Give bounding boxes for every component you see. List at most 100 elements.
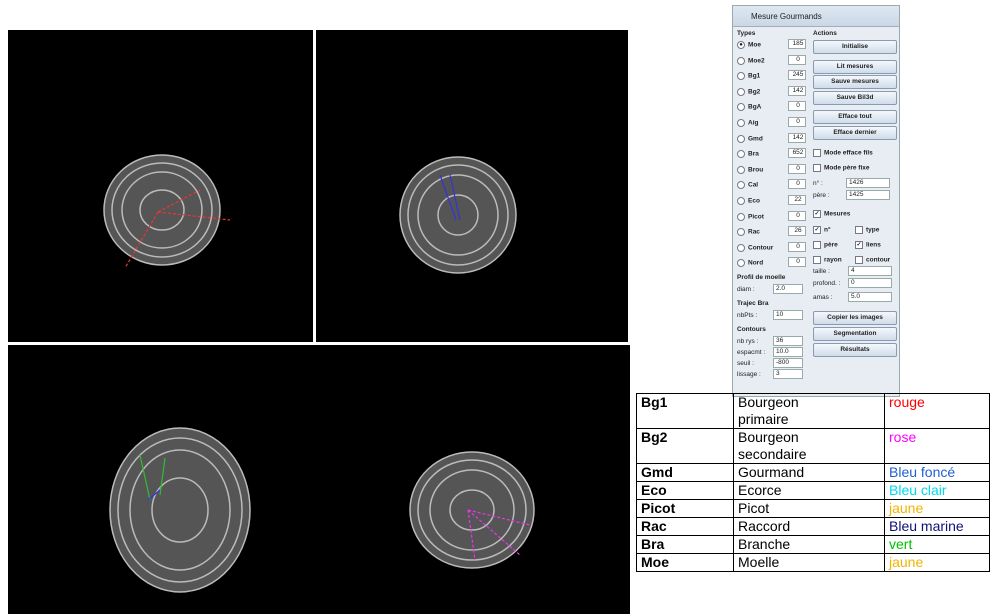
cell-color_name: Bleu foncé — [884, 463, 990, 482]
cell-color_name: jaune — [884, 553, 990, 572]
param-field: 4 — [848, 266, 892, 276]
cell-name: Ecorce — [733, 481, 885, 500]
label: contour — [866, 256, 891, 264]
type-count: 0 — [788, 54, 806, 65]
cell-text: Gourmand — [738, 464, 805, 480]
option-checkbox[interactable]: père — [813, 241, 838, 249]
type-radio[interactable]: Cal — [737, 181, 759, 190]
dialog-title: Mesure Gourmands — [751, 12, 822, 21]
bottom-button[interactable]: Copier les images — [813, 311, 897, 325]
action-button[interactable]: Sauve Bil3d — [813, 91, 897, 105]
action-button[interactable]: Efface dernier — [813, 126, 897, 140]
cell-text: rose — [889, 429, 917, 445]
section-title: Contours — [737, 326, 766, 333]
cell-text: jaune — [889, 554, 924, 570]
cell-color_name: rouge — [884, 393, 990, 429]
bottom-button[interactable]: Segmentation — [813, 327, 897, 341]
cell-text: jaune — [889, 500, 924, 516]
label: Nord — [748, 260, 764, 268]
type-radio[interactable]: Moe2 — [737, 56, 765, 65]
type-radio[interactable]: Bg1 — [737, 72, 761, 81]
field-value: 36 — [773, 336, 803, 346]
label: Mode père fixe — [824, 164, 870, 172]
type-radio[interactable]: Bg2 — [737, 87, 761, 96]
label: Bg1 — [748, 72, 761, 80]
cell-code: Moe — [636, 553, 734, 572]
mode-checkbox[interactable]: Mode efface fils — [813, 149, 873, 157]
type-radio[interactable]: Picot — [737, 212, 764, 221]
option-checkbox[interactable]: ✓ n° — [813, 226, 831, 234]
label: Cal — [748, 182, 759, 190]
label: BgA — [748, 104, 762, 112]
cell-text: Rac — [641, 518, 667, 534]
field-label: lissage : — [737, 371, 761, 378]
field-value: 2.0 — [773, 284, 803, 294]
cell-text: Branche — [738, 536, 791, 552]
field-value: 10 — [773, 310, 803, 320]
section-title: Trajec Bra — [737, 300, 769, 307]
label: père — [824, 241, 838, 249]
label: Gmd — [748, 135, 763, 143]
label: liens — [866, 241, 881, 249]
field-label: nb rys : — [737, 338, 759, 345]
cell-code: Picot — [636, 499, 734, 518]
field-label: nbPts : — [737, 312, 758, 319]
mode-checkbox[interactable]: Mode père fixe — [813, 164, 870, 172]
option-checkbox[interactable]: type — [855, 226, 879, 234]
cell-text: vert — [889, 536, 913, 552]
type-count: 142 — [788, 85, 806, 96]
cell-name: Branche — [733, 535, 885, 554]
type-count: 0 — [788, 179, 806, 190]
cell-text: Picot — [738, 500, 770, 516]
field-label: espacmt : — [737, 349, 766, 356]
cell-color_name: Bleu marine — [884, 517, 990, 536]
label: rayon — [824, 256, 842, 264]
cell-text: Bg1 — [641, 394, 668, 410]
table-row: Bg1 Bourgeon primaire rouge — [636, 393, 990, 429]
type-radio[interactable]: Gmd — [737, 134, 763, 143]
bottom-button[interactable]: Résultats — [813, 343, 897, 357]
action-button[interactable]: Lit mesures — [813, 60, 897, 74]
id-field: 1425 — [846, 190, 890, 200]
label: Picot — [748, 213, 764, 221]
cell-text: Picot — [641, 500, 676, 516]
type-radio[interactable]: Brou — [737, 165, 764, 174]
type-radio[interactable]: Rac — [737, 228, 760, 237]
id-label: n° : — [813, 180, 823, 187]
type-radio[interactable]: Bra — [737, 150, 759, 159]
table-row: Eco Ecorce Bleu clair — [636, 481, 990, 500]
action-button[interactable]: Sauve mesures — [813, 75, 897, 89]
type-count: 0 — [788, 257, 806, 268]
cell-text: Bg2 — [641, 429, 668, 445]
cell-code: Gmd — [636, 463, 734, 482]
cell-text: Ecorce — [738, 482, 782, 498]
option-checkbox[interactable]: ✓ liens — [855, 241, 881, 249]
type-radio[interactable]: Nord — [737, 259, 764, 268]
table-row: Picot Picot jaune — [636, 499, 990, 518]
option-checkbox[interactable]: contour — [855, 256, 890, 264]
action-button[interactable]: Efface tout — [813, 110, 897, 124]
cell-text: Bleu clair — [889, 482, 947, 498]
type-radio[interactable]: Aig — [737, 119, 758, 127]
cell-color_name: Bleu clair — [884, 481, 990, 500]
type-radio[interactable]: ● Moe — [737, 41, 761, 49]
label: Bra — [748, 150, 759, 158]
field-value: 3 — [773, 369, 803, 379]
cell-color_name: jaune — [884, 499, 990, 518]
label: n° — [824, 226, 831, 234]
option-checkbox[interactable]: rayon — [813, 256, 842, 264]
type-radio[interactable]: BgA — [737, 103, 762, 112]
type-radio[interactable]: Eco — [737, 197, 760, 205]
type-count: 185 — [788, 39, 806, 49]
label: Brou — [748, 166, 764, 174]
mesures-checkbox[interactable]: ✓ Mesures — [813, 210, 851, 218]
field-label: seuil : — [737, 360, 754, 367]
cell-text: Eco — [641, 482, 667, 498]
table-row: Moe Moelle jaune — [636, 553, 990, 572]
cell-text: Bra — [641, 536, 665, 552]
type-radio[interactable]: Contour — [737, 243, 773, 252]
cell-text: Bleu foncé — [889, 464, 956, 480]
action-button[interactable]: Initialise — [813, 40, 897, 54]
label: Bg2 — [748, 88, 761, 96]
